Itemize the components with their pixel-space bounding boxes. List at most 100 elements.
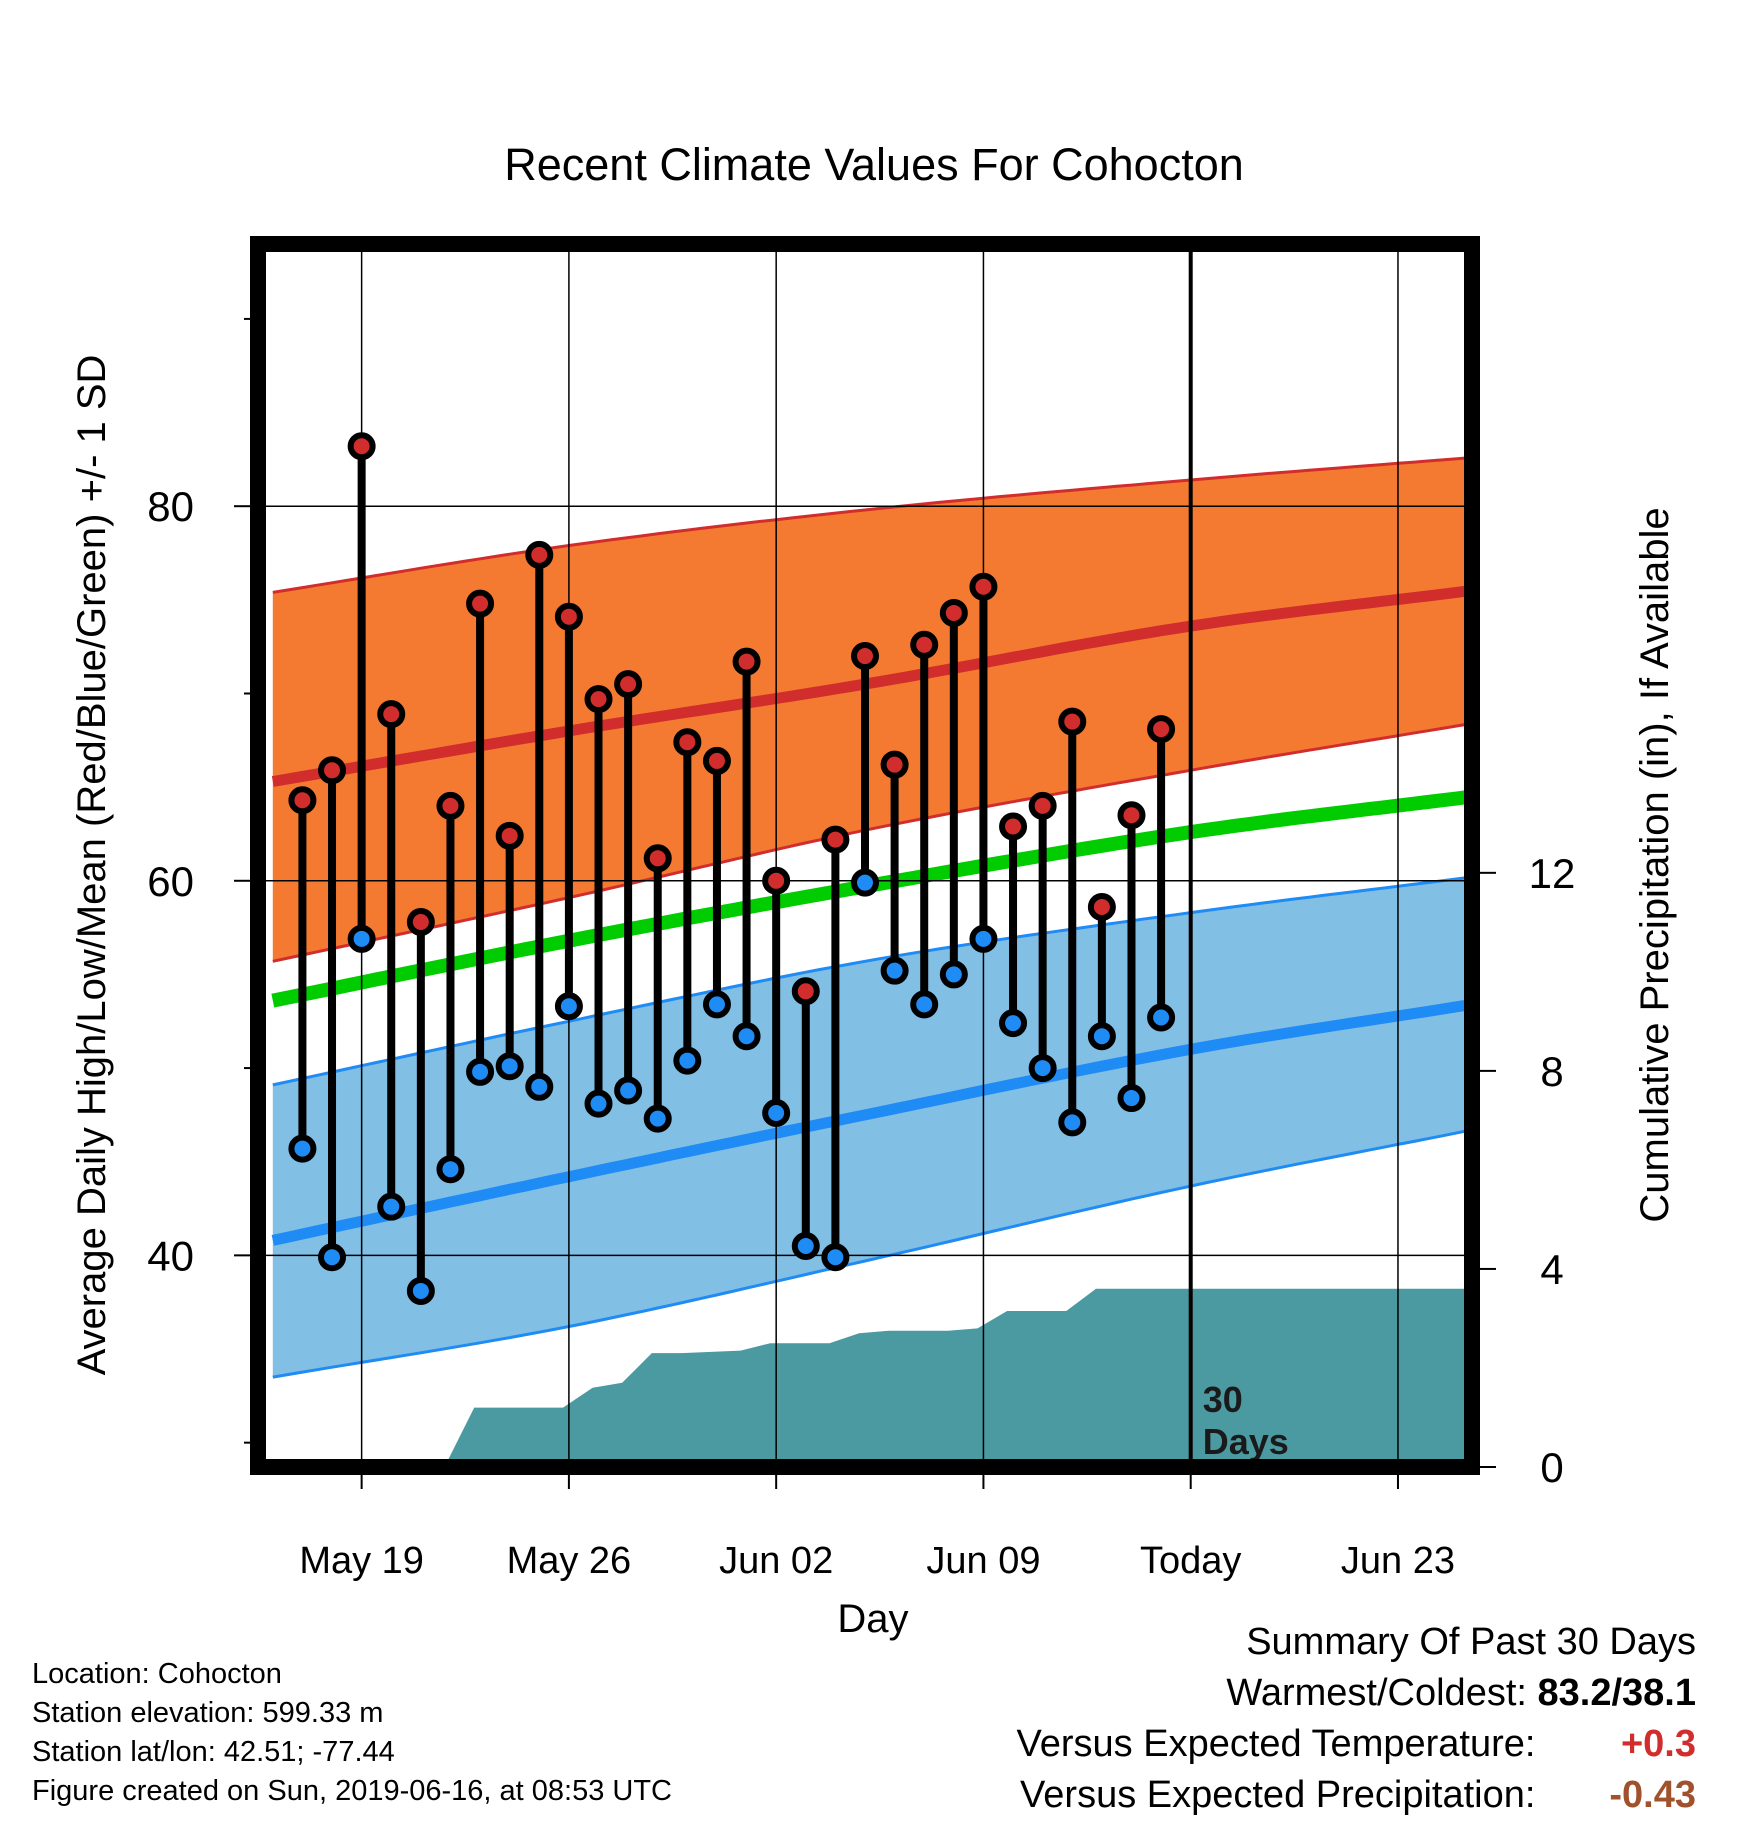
- y-right-tick-label: 0: [1540, 1444, 1563, 1491]
- chart-title: Recent Climate Values For Cohocton: [504, 139, 1244, 190]
- y-left-tick-label: 60: [147, 858, 194, 905]
- observed-high-point: [732, 647, 761, 676]
- observed-high-point: [347, 432, 376, 461]
- observed-low-point: [702, 990, 731, 1019]
- observed-low-point: [969, 924, 998, 953]
- days-label-line: Days: [1203, 1421, 1289, 1462]
- observed-low-point: [525, 1072, 554, 1101]
- temp-deviation-label: Versus Expected Temperature:: [1016, 1723, 1536, 1765]
- station-info: Location: Cohocton Station elevation: 59…: [32, 1655, 672, 1811]
- observed-low-point: [318, 1243, 347, 1272]
- observed-low-point: [910, 990, 939, 1019]
- warmest-value: 83.2/38.1: [1537, 1672, 1696, 1714]
- y-axis-left-label: Average Daily High/Low/Mean (Red/Blue/Gr…: [70, 355, 114, 1376]
- precip-area: [272, 1288, 1472, 1467]
- summary-warmest-row: Warmest/Coldest: 83.2/38.1: [1017, 1668, 1696, 1719]
- observed-high-point: [999, 812, 1028, 841]
- observed-low-point: [377, 1192, 406, 1221]
- expected-low-lower-line: [272, 1128, 1472, 1379]
- observed-low-point: [288, 1134, 317, 1163]
- observed-low-point: [851, 868, 879, 897]
- observed-low-point: [673, 1046, 702, 1075]
- x-tick-label: Jun 23: [1341, 1540, 1455, 1582]
- summary-heading: Summary Of Past 30 Days: [1246, 1621, 1696, 1663]
- observed-low-point: [495, 1052, 524, 1081]
- observed-low-point: [436, 1155, 465, 1184]
- observed-low-point: [1058, 1108, 1087, 1137]
- observed-high-point: [851, 642, 879, 671]
- observed-high-point: [1028, 791, 1057, 820]
- location-text: Location: Cohocton: [32, 1658, 282, 1690]
- observed-low-point: [880, 956, 909, 985]
- expected-high-lower-line: [272, 722, 1472, 963]
- observed-low-point: [466, 1057, 495, 1086]
- observed-high-point: [643, 844, 672, 873]
- created-text: Figure created on Sun, 2019-06-16, at 08…: [32, 1775, 672, 1807]
- plot-area: 30 Days: [258, 244, 1472, 1467]
- observed-low-point: [939, 960, 968, 989]
- observed-high-point: [614, 670, 643, 699]
- y-right-tick-label: 8: [1540, 1048, 1563, 1095]
- days-label-line: 30: [1203, 1379, 1243, 1420]
- expected-high-mean-line: [271, 585, 1472, 787]
- x-tick-label: Jun 02: [719, 1540, 833, 1582]
- y-left-tick-label: 80: [147, 483, 194, 530]
- y-axis-right-label: Cumulative Precipitation (in), If Availa…: [1633, 507, 1677, 1222]
- observed-low-point: [406, 1276, 435, 1305]
- observed-high-point: [406, 907, 435, 936]
- x-tick-label: Jun 09: [926, 1540, 1040, 1582]
- observed-high-point: [702, 746, 731, 775]
- observed-high-point: [436, 791, 465, 820]
- observed-high-point: [910, 630, 939, 659]
- x-tick-label: May 19: [299, 1540, 424, 1582]
- expected-low-band: [272, 877, 1472, 1378]
- observed-low-point: [732, 1022, 761, 1051]
- observed-high-point: [466, 589, 495, 618]
- observed-high-point: [495, 821, 524, 850]
- precip-deviation-value: -0.43: [1609, 1774, 1696, 1816]
- observed-high-point: [821, 825, 850, 854]
- observed-low-point: [1147, 1003, 1176, 1032]
- observed-high-point: [1117, 801, 1146, 830]
- observed-high-point: [880, 750, 909, 779]
- observed-high-point: [584, 685, 613, 714]
- days-label: 30 Days: [1203, 1379, 1289, 1462]
- observed-high-point: [318, 756, 347, 785]
- observed-high-point: [525, 540, 554, 569]
- observed-low-point: [554, 992, 583, 1021]
- precip-deviation-label: Versus Expected Precipitation:: [1020, 1774, 1536, 1816]
- summary-temp-row: Versus Expected Temperature: +0.3: [1017, 1719, 1696, 1770]
- summary-precip-row: Versus Expected Precipitation: -0.43: [1017, 1770, 1696, 1821]
- observed-low-point: [347, 924, 376, 953]
- observed-low-point: [791, 1231, 820, 1260]
- expected-low-mean-line: [271, 998, 1472, 1246]
- observed-low-point: [999, 1009, 1028, 1038]
- temp-deviation-value: +0.3: [1620, 1723, 1696, 1765]
- x-axis-label: Day: [837, 1597, 908, 1641]
- y-right-tick-label: 12: [1529, 850, 1576, 897]
- warmest-label: Warmest/Coldest:: [1226, 1672, 1527, 1714]
- observed-low-point: [643, 1104, 672, 1133]
- observed-high-point: [1058, 707, 1087, 736]
- observed-high-point: [791, 977, 820, 1006]
- observed-high-point: [1147, 715, 1176, 744]
- expected-low-upper-line: [272, 875, 1472, 1087]
- observed-high-point: [288, 786, 317, 815]
- plot-frame: [250, 236, 1480, 1475]
- observed-high-point: [673, 728, 702, 757]
- summary-panel: Summary Of Past 30 Days Warmest/Coldest:…: [1017, 1617, 1696, 1821]
- observed-high-point: [1087, 893, 1116, 922]
- observed-low-point: [584, 1089, 613, 1118]
- x-tick-label: Today: [1140, 1540, 1241, 1582]
- elevation-text: Station elevation: 599.33 m: [32, 1697, 384, 1729]
- observed-high-point: [762, 866, 791, 895]
- observed-low-point: [821, 1243, 850, 1272]
- observed-high-point: [377, 700, 406, 729]
- y-right-tick-label: 4: [1540, 1246, 1563, 1293]
- observed-low-point: [1087, 1022, 1116, 1051]
- x-tick-label: May 26: [507, 1540, 632, 1582]
- observed-low-point: [614, 1076, 643, 1105]
- y-left-tick-label: 40: [147, 1232, 194, 1279]
- observed-high-point: [554, 602, 583, 631]
